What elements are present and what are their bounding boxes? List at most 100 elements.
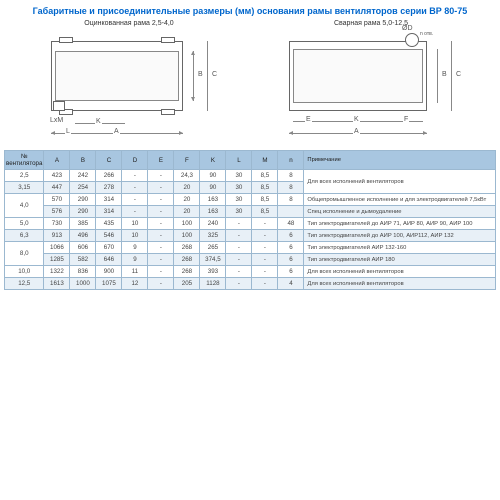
- table-cell: -: [148, 278, 174, 290]
- dim-line-c2: [451, 41, 452, 111]
- table-cell: 6: [278, 230, 304, 242]
- lxm-hole: [53, 101, 65, 111]
- table-header-cell: A: [44, 151, 70, 170]
- table-cell: Для всех исполнений вентиляторов: [304, 266, 496, 278]
- right-diagram: ØD n отв. A E K F B C: [271, 29, 471, 144]
- table-cell: 6: [278, 266, 304, 278]
- table-header-cell: F: [174, 151, 200, 170]
- table-cell: 240: [200, 218, 226, 230]
- table-header-cell: K: [200, 151, 226, 170]
- arrow-icon: [191, 97, 195, 101]
- table-cell: 30: [226, 170, 252, 182]
- table-cell: 2,5: [5, 170, 44, 182]
- table-cell: -: [148, 266, 174, 278]
- table-cell: 730: [44, 218, 70, 230]
- table-cell: -: [226, 230, 252, 242]
- table-cell: 90: [200, 182, 226, 194]
- table-cell: Спец исполнение и дымоудаление: [304, 206, 496, 218]
- table-cell: -: [148, 254, 174, 266]
- table-cell: 205: [174, 278, 200, 290]
- table-cell: 254: [70, 182, 96, 194]
- table-cell: 646: [96, 254, 122, 266]
- table-cell: 393: [200, 266, 226, 278]
- table-cell: [278, 206, 304, 218]
- table-cell: 1066: [44, 242, 70, 254]
- table-cell: 836: [70, 266, 96, 278]
- table-cell: 8,5: [252, 206, 278, 218]
- table-cell: 10: [122, 218, 148, 230]
- table-row: 2,5423242266--24,390308,58Для всех испол…: [5, 170, 496, 182]
- table-cell: 4: [278, 278, 304, 290]
- table-cell: 314: [96, 206, 122, 218]
- table-cell: -: [122, 206, 148, 218]
- table-cell: Тип электродвигателей АИР 132-160: [304, 242, 496, 254]
- left-diagram: LxM A K L B C: [29, 29, 229, 144]
- table-cell: -: [226, 218, 252, 230]
- table-header-cell: B: [70, 151, 96, 170]
- table-cell: -: [148, 182, 174, 194]
- dim-line-c: [207, 41, 208, 111]
- table-cell: 290: [70, 206, 96, 218]
- table-header-cell: E: [148, 151, 174, 170]
- table-cell: 163: [200, 206, 226, 218]
- table-header-cell: M: [252, 151, 278, 170]
- table-header-cell: C: [96, 151, 122, 170]
- table-cell: 100: [174, 218, 200, 230]
- table-header-cell: № вентилятора: [5, 151, 44, 170]
- arrow-icon: [289, 131, 293, 135]
- table-cell: -: [122, 182, 148, 194]
- table-header: № вентилятораABCDEFKLMnПримечание: [5, 151, 496, 170]
- table-cell: 163: [200, 194, 226, 206]
- table-cell: -: [226, 242, 252, 254]
- table-cell: -: [252, 278, 278, 290]
- table-row: 5,073038543510-100240--48Тип электродвиг…: [5, 218, 496, 230]
- table-cell: -: [252, 230, 278, 242]
- mount-tab: [161, 109, 175, 115]
- table-cell: 48: [278, 218, 304, 230]
- table-cell: 8,5: [252, 194, 278, 206]
- table-cell: 374,5: [200, 254, 226, 266]
- table-cell: 900: [96, 266, 122, 278]
- table-cell: 266: [96, 170, 122, 182]
- table-cell: Для всех исполнений вентиляторов: [304, 170, 496, 194]
- table-header-cell: D: [122, 151, 148, 170]
- table-body: 2,5423242266--24,390308,58Для всех испол…: [5, 170, 496, 290]
- table-cell: -: [226, 266, 252, 278]
- mount-tab: [59, 37, 73, 43]
- table-cell: 30: [226, 194, 252, 206]
- dim-f-label: F: [403, 116, 409, 123]
- table-cell: -: [226, 254, 252, 266]
- table-cell: 100: [174, 230, 200, 242]
- dim-line-b2: [437, 49, 438, 103]
- table-cell: 314: [96, 194, 122, 206]
- table-cell: 268: [174, 254, 200, 266]
- lxm-label: LxM: [49, 117, 64, 124]
- table-cell: 268: [174, 266, 200, 278]
- table-cell: 10: [122, 230, 148, 242]
- table-cell: 24,3: [174, 170, 200, 182]
- table-cell: -: [148, 194, 174, 206]
- table-cell: 325: [200, 230, 226, 242]
- table-cell: 6,3: [5, 230, 44, 242]
- dim-c-label: C: [211, 71, 218, 78]
- table-cell: 8: [278, 194, 304, 206]
- right-diagram-label: Сварная рама 5,0-12,5: [334, 20, 408, 27]
- table-cell: 8: [278, 170, 304, 182]
- table-cell: 20: [174, 194, 200, 206]
- table-cell: 1613: [44, 278, 70, 290]
- right-inner-frame: [293, 49, 423, 103]
- dim-e-label: E: [305, 116, 312, 123]
- table-cell: 11: [122, 266, 148, 278]
- table-cell: 5,0: [5, 218, 44, 230]
- table-cell: -: [252, 218, 278, 230]
- table-cell: Тип электродвигателей до АИР 71, АИР 80,…: [304, 218, 496, 230]
- diagrams-container: Оцинкованная рама 2,5-4,0 LxM A K L: [0, 20, 500, 150]
- table-cell: 8,5: [252, 182, 278, 194]
- table-cell: 423: [44, 170, 70, 182]
- dim-a2-label: A: [353, 128, 360, 135]
- table-cell: -: [252, 254, 278, 266]
- table-cell: -: [148, 218, 174, 230]
- table-cell: 90: [200, 170, 226, 182]
- dim-d-label: ØD: [401, 25, 414, 32]
- right-diagram-block: Сварная рама 5,0-12,5 ØD n отв. A E K F …: [271, 20, 471, 144]
